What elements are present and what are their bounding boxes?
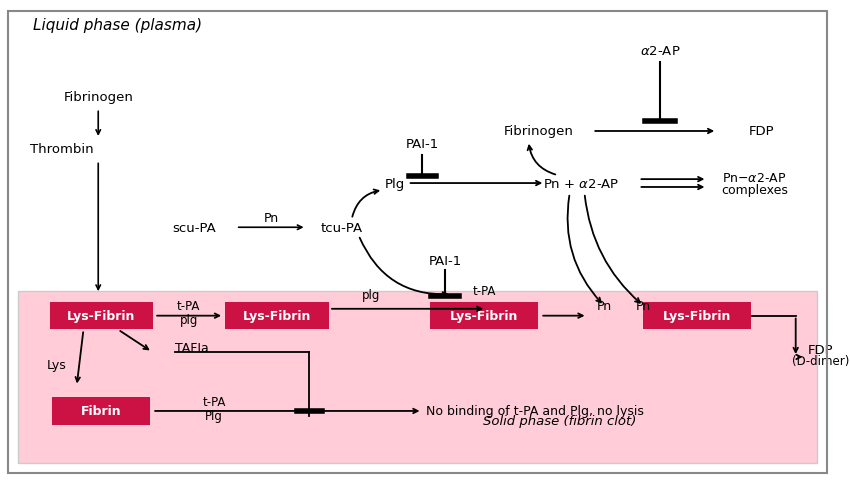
Bar: [430, 302, 538, 330]
Text: Lys-Fibrin: Lys-Fibrin: [67, 310, 135, 322]
Text: tcu-PA: tcu-PA: [320, 221, 363, 234]
Text: Pn + $\alpha$2-AP: Pn + $\alpha$2-AP: [543, 177, 620, 190]
Text: Thrombin: Thrombin: [30, 143, 94, 156]
Text: FDP: FDP: [808, 343, 833, 356]
Text: Plg: Plg: [205, 409, 223, 423]
Text: Pn: Pn: [636, 300, 651, 313]
Text: TAFIa: TAFIa: [175, 341, 208, 354]
Text: Lys: Lys: [47, 359, 67, 372]
Text: Fibrin: Fibrin: [81, 405, 122, 418]
FancyArrowPatch shape: [568, 196, 601, 302]
FancyArrowPatch shape: [585, 196, 640, 303]
Text: t-PA: t-PA: [202, 395, 226, 408]
Text: FDP: FDP: [749, 125, 774, 138]
Text: Plg: Plg: [385, 177, 405, 190]
Text: Lys-Fibrin: Lys-Fibrin: [663, 310, 732, 322]
Text: Solid phase (fibrin clot): Solid phase (fibrin clot): [484, 414, 637, 427]
Text: Pn: Pn: [264, 212, 279, 225]
Text: Fibrinogen: Fibrinogen: [63, 91, 133, 104]
Text: $\alpha$2-AP: $\alpha$2-AP: [640, 45, 680, 58]
Text: Pn$-$$\alpha$2-AP: Pn$-$$\alpha$2-AP: [722, 171, 786, 184]
Text: Pn: Pn: [597, 300, 612, 313]
FancyArrowPatch shape: [528, 146, 555, 175]
Text: scu-PA: scu-PA: [173, 221, 217, 234]
FancyArrowPatch shape: [352, 190, 378, 217]
Text: plg: plg: [179, 314, 198, 326]
Text: (D-dimer): (D-dimer): [791, 355, 849, 367]
Text: Lys-Fibrin: Lys-Fibrin: [243, 310, 311, 322]
Text: t-PA: t-PA: [177, 300, 201, 313]
Text: No binding of t-PA and Plg, no lysis: No binding of t-PA and Plg, no lysis: [427, 405, 644, 418]
Text: Fibrinogen: Fibrinogen: [503, 125, 573, 138]
Text: complexes: complexes: [721, 184, 788, 197]
Bar: [52, 397, 150, 425]
Bar: [643, 302, 751, 330]
Text: plg: plg: [362, 288, 381, 301]
Bar: [225, 302, 329, 330]
Text: PAI-1: PAI-1: [428, 255, 462, 268]
Text: PAI-1: PAI-1: [405, 138, 439, 151]
Text: Liquid phase (plasma): Liquid phase (plasma): [33, 18, 202, 33]
Bar: [18, 291, 818, 463]
Text: Lys-Fibrin: Lys-Fibrin: [450, 310, 518, 322]
Text: t-PA: t-PA: [473, 284, 496, 297]
FancyArrowPatch shape: [360, 238, 447, 297]
Bar: [49, 302, 153, 330]
